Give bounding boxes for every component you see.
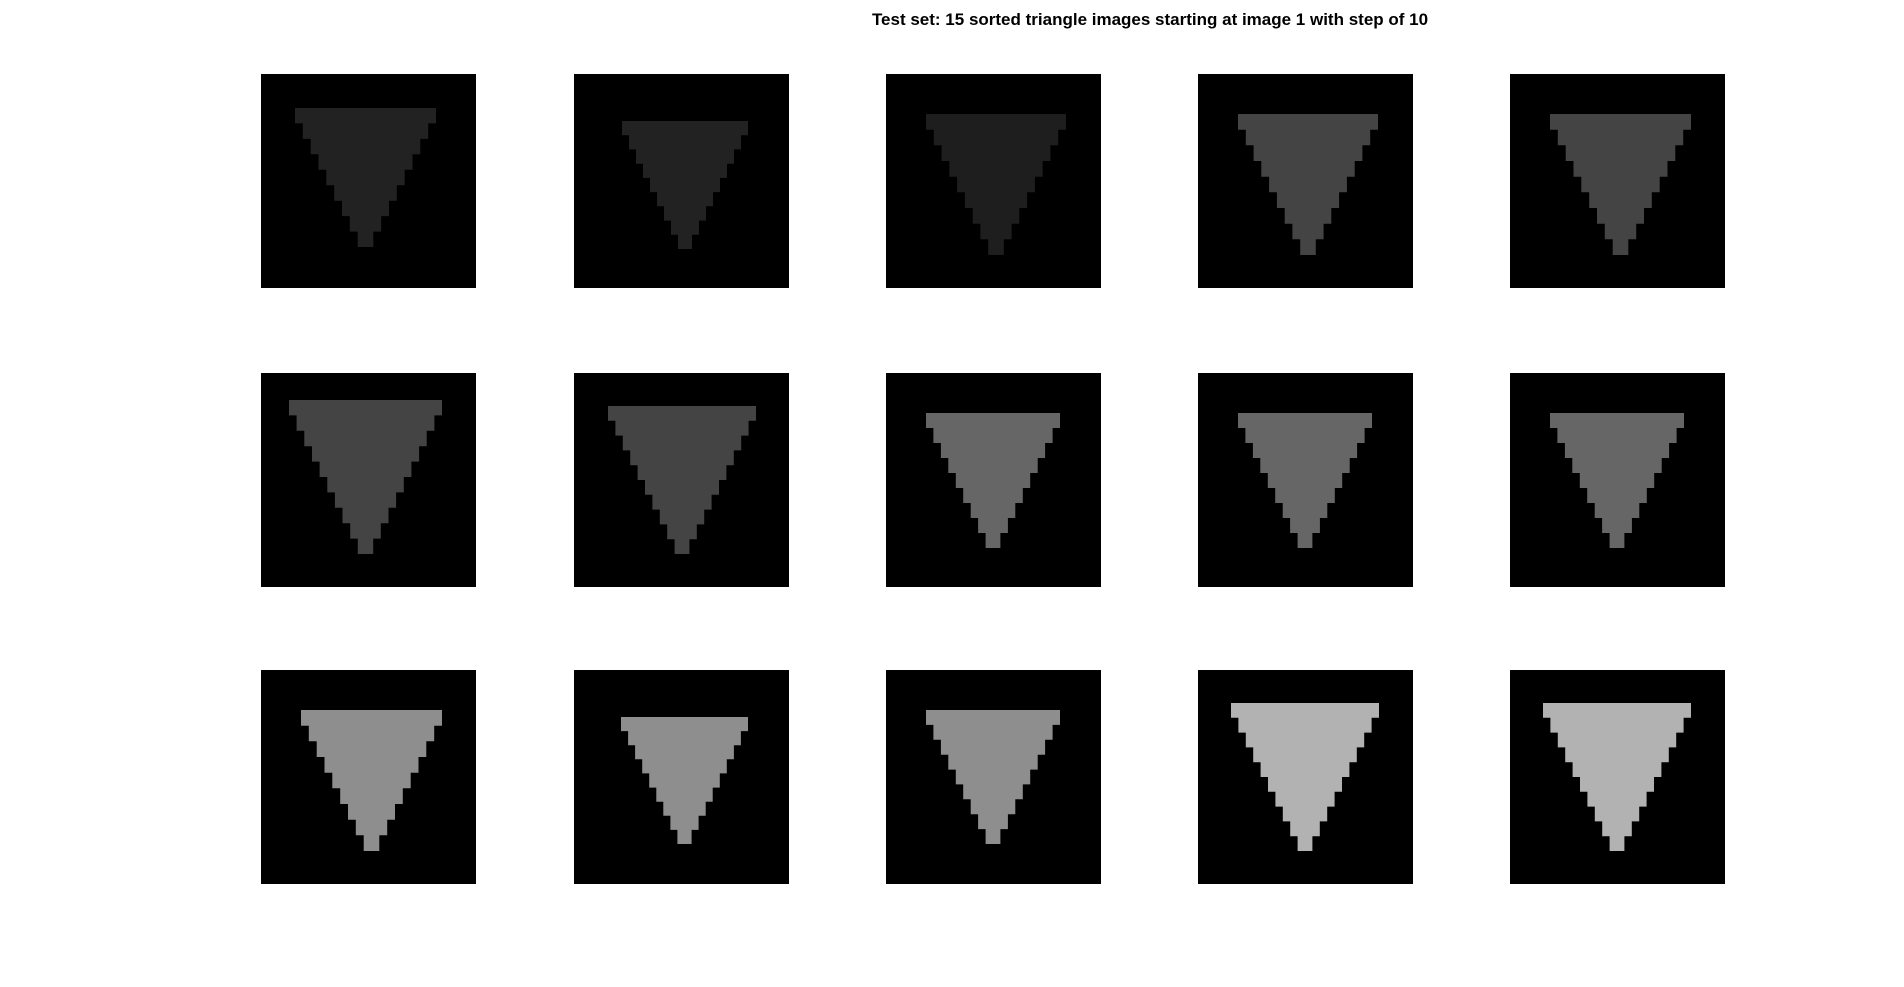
triangle-svg [1231,703,1379,851]
triangle-shape [621,717,748,844]
triangle-svg [301,710,442,851]
triangle-image-14 [1198,670,1413,884]
triangle-shape [1550,413,1684,548]
triangle-image-15 [1510,670,1725,884]
triangle-shape [1543,703,1691,851]
triangle-shape [289,400,442,554]
triangle-svg [926,114,1066,255]
figure-title: Test set: 15 sorted triangle images star… [871,10,1429,29]
triangle-image-13 [886,670,1101,884]
triangle-shape [926,114,1066,255]
triangle-shape [926,413,1060,548]
triangle-shape [295,108,436,247]
triangle-shape [622,121,748,249]
triangle-svg [621,717,748,844]
triangle-shape [301,710,442,851]
triangle-image-10 [1510,373,1725,587]
triangle-svg [1238,413,1372,548]
triangle-image-12 [574,670,789,884]
triangle-image-3 [886,74,1101,288]
triangle-svg [289,400,442,554]
triangle-svg [1543,703,1691,851]
triangle-shape [1238,114,1378,255]
triangle-shape [1550,114,1691,255]
triangle-svg [926,413,1060,548]
triangle-svg [1238,114,1378,255]
triangle-svg [926,710,1060,844]
triangle-image-1 [261,74,476,288]
triangle-shape [1238,413,1372,548]
triangle-shape [926,710,1060,844]
triangle-svg [622,121,748,249]
triangle-image-2 [574,74,789,288]
triangle-image-4 [1198,74,1413,288]
triangle-svg [608,406,756,554]
triangle-image-11 [261,670,476,884]
triangle-image-6 [261,373,476,587]
triangle-image-8 [886,373,1101,587]
triangle-svg [295,108,436,247]
triangle-image-9 [1198,373,1413,587]
triangle-image-5 [1510,74,1725,288]
triangle-svg [1550,114,1691,255]
triangle-image-7 [574,373,789,587]
triangle-svg [1550,413,1684,548]
triangle-shape [608,406,756,554]
triangle-shape [1231,703,1379,851]
